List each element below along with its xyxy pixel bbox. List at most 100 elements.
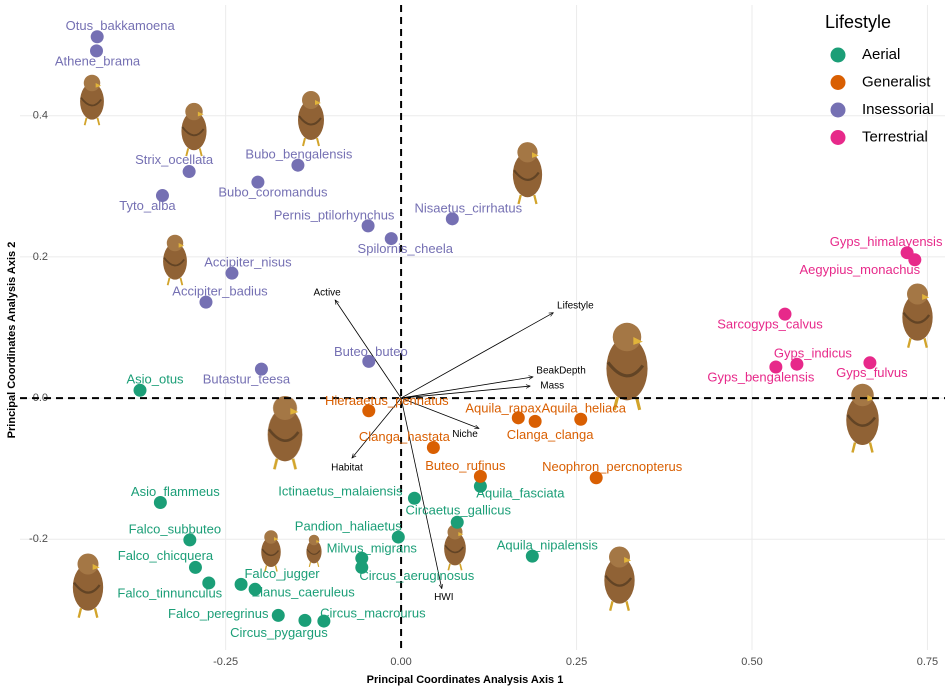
point-label: Gyps_fulvus bbox=[836, 365, 908, 380]
point-label: Gyps_bengalensis bbox=[707, 369, 814, 384]
point bbox=[234, 577, 248, 591]
point-label: Falco_peregrinus bbox=[168, 606, 269, 621]
point-label: Aquila_fasciata bbox=[476, 486, 565, 501]
point-label: Circaetus_gallicus bbox=[405, 503, 511, 518]
point-label: Elanus_caeruleus bbox=[251, 585, 355, 600]
point bbox=[908, 253, 922, 267]
point-label: Aquila_heliaca bbox=[541, 401, 626, 416]
point-label: Aegypius_monachus bbox=[799, 262, 920, 277]
point bbox=[362, 354, 376, 368]
x-axis-label: Principal Coordinates Analysis Axis 1 bbox=[367, 674, 564, 686]
point bbox=[90, 30, 104, 44]
point bbox=[391, 530, 405, 544]
point-label: Gyps_himalayensis bbox=[830, 234, 943, 249]
point bbox=[407, 491, 421, 505]
x-tick-label: 0.50 bbox=[741, 656, 762, 668]
point-label: Asio_otus bbox=[126, 372, 184, 387]
point bbox=[450, 515, 464, 529]
point bbox=[473, 479, 487, 493]
point bbox=[202, 576, 216, 590]
point-label: Pandion_haliaetus bbox=[295, 519, 402, 534]
point-label: Bubo_bengalensis bbox=[245, 147, 352, 162]
point bbox=[199, 295, 213, 309]
point bbox=[89, 44, 103, 58]
point bbox=[589, 471, 603, 485]
point-label: Falco_jugger bbox=[244, 566, 320, 581]
point bbox=[133, 383, 147, 397]
point bbox=[511, 411, 525, 425]
point bbox=[317, 614, 331, 628]
x-tick-label: 0.25 bbox=[566, 656, 587, 668]
point bbox=[225, 266, 239, 280]
point-label: Circus_pygargus bbox=[230, 625, 328, 640]
vector-label: Niche bbox=[452, 429, 478, 440]
point bbox=[473, 469, 487, 483]
legend-swatch bbox=[830, 102, 846, 118]
point-label: Aquila_rapax bbox=[465, 400, 541, 415]
legend-swatch bbox=[830, 47, 846, 63]
point-label: Bubo_coromandus bbox=[218, 185, 328, 200]
point bbox=[863, 356, 877, 370]
point bbox=[183, 533, 197, 547]
point bbox=[426, 440, 440, 454]
x-tick-label: 0.75 bbox=[917, 656, 938, 668]
vector-label: HWI bbox=[434, 592, 453, 603]
x-tick-label: 0.00 bbox=[390, 656, 411, 668]
point-label: Circus_macrourus bbox=[320, 606, 426, 621]
point bbox=[528, 414, 542, 428]
point-label: Hieraaetus_pennatus bbox=[325, 393, 449, 408]
point bbox=[778, 307, 792, 321]
vector-label: BeakDepth bbox=[536, 366, 585, 377]
point-label: Accipiter_nisus bbox=[204, 255, 292, 270]
point bbox=[355, 551, 369, 565]
point-label: Sarcogyps_calvus bbox=[717, 317, 823, 332]
x-tick-label: -0.25 bbox=[213, 656, 238, 668]
vector-label: Mass bbox=[540, 381, 564, 392]
point bbox=[155, 189, 169, 203]
point bbox=[248, 582, 262, 596]
point bbox=[251, 175, 265, 189]
y-tick-label: -0.2 bbox=[29, 533, 48, 545]
legend-title: Lifestyle bbox=[825, 12, 891, 32]
point bbox=[298, 613, 312, 627]
point bbox=[769, 360, 783, 374]
legend-label: Generalist bbox=[862, 73, 931, 90]
point bbox=[188, 560, 202, 574]
point-label: Milvus_migrans bbox=[327, 541, 418, 556]
loading-arrow bbox=[401, 386, 530, 399]
point-label: Ictinaetus_malaiensis bbox=[278, 484, 403, 499]
point-label: Tyto_alba bbox=[119, 198, 176, 213]
y-tick-label: 0.4 bbox=[33, 110, 48, 122]
legend-label: Insessorial bbox=[862, 101, 934, 118]
point bbox=[182, 165, 196, 179]
point bbox=[384, 232, 398, 246]
point-label: Pernis_ptilorhynchus bbox=[274, 207, 395, 222]
loading-arrow bbox=[352, 397, 402, 458]
point-label: Strix_ocellata bbox=[135, 152, 214, 167]
point-label: Neophron_percnopterus bbox=[542, 459, 683, 474]
point-label: Circus_aeruginosus bbox=[359, 568, 474, 583]
point bbox=[574, 412, 588, 426]
point-label: Accipiter_badius bbox=[172, 284, 268, 299]
point-label: Spilornis_cheela bbox=[358, 241, 454, 256]
point-label: Athene_brama bbox=[55, 53, 141, 68]
point bbox=[525, 549, 539, 563]
y-tick-label: 0.2 bbox=[33, 251, 48, 263]
point-label: Falco_subbuteo bbox=[129, 521, 222, 536]
vector-label: Lifestyle bbox=[557, 300, 594, 311]
loading-arrow bbox=[400, 397, 442, 589]
point-label: Falco_chicquera bbox=[118, 548, 214, 563]
loading-arrow bbox=[400, 313, 553, 399]
legend-swatch bbox=[830, 130, 846, 145]
point bbox=[445, 212, 459, 226]
legend-label: Aerial bbox=[862, 46, 900, 63]
point-label: Buteo_buteo bbox=[334, 344, 408, 359]
point-label: Buteo_rufinus bbox=[425, 458, 506, 473]
point-label: Asio_flammeus bbox=[131, 484, 220, 499]
point bbox=[355, 560, 369, 574]
y-tick-label: 0.0 bbox=[33, 392, 48, 404]
point-label: Butastur_teesa bbox=[203, 372, 291, 387]
loading-arrow bbox=[400, 397, 479, 428]
point bbox=[361, 219, 375, 233]
